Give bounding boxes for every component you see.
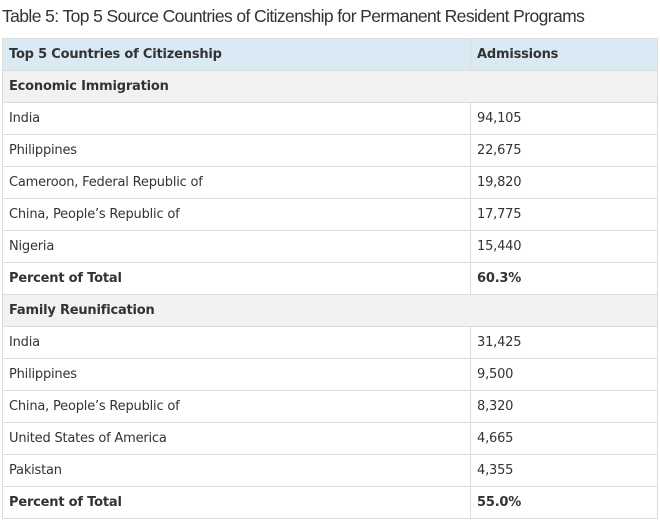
country-cell: Nigeria — [2, 230, 471, 263]
total-row: Percent of Total 55.0% — [2, 486, 658, 519]
table-row: China, People’s Republic of 8,320 — [2, 390, 658, 423]
header-admissions: Admissions — [470, 38, 658, 71]
admissions-cell: 22,675 — [470, 134, 658, 167]
admissions-cell: 17,775 — [470, 198, 658, 231]
table-row: China, People’s Republic of 17,775 — [2, 198, 658, 231]
table-header-row: Top 5 Countries of Citizenship Admission… — [2, 38, 658, 71]
country-cell: Philippines — [2, 134, 471, 167]
country-cell: India — [2, 102, 471, 135]
total-label: Percent of Total — [2, 486, 471, 519]
country-cell: India — [2, 326, 471, 359]
total-value: 55.0% — [470, 486, 658, 519]
section-header-row: Economic Immigration — [2, 70, 658, 103]
admissions-cell: 19,820 — [470, 166, 658, 199]
table-row: United States of America 4,665 — [2, 422, 658, 455]
country-cell: China, People’s Republic of — [2, 390, 471, 423]
table-row: Philippines 9,500 — [2, 358, 658, 391]
admissions-cell: 94,105 — [470, 102, 658, 135]
total-value: 60.3% — [470, 262, 658, 295]
admissions-cell: 4,665 — [470, 422, 658, 455]
admissions-table: Top 5 Countries of Citizenship Admission… — [2, 38, 658, 519]
total-row: Percent of Total 60.3% — [2, 262, 658, 295]
admissions-cell: 15,440 — [470, 230, 658, 263]
country-cell: Cameroon, Federal Republic of — [2, 166, 471, 199]
admissions-cell: 9,500 — [470, 358, 658, 391]
table-row: Philippines 22,675 — [2, 134, 658, 167]
table-title: Table 5: Top 5 Source Countries of Citiz… — [2, 6, 585, 26]
admissions-cell: 4,355 — [470, 454, 658, 487]
country-cell: United States of America — [2, 422, 471, 455]
country-cell: Philippines — [2, 358, 471, 391]
section-title: Family Reunification — [2, 294, 658, 327]
admissions-cell: 31,425 — [470, 326, 658, 359]
header-country: Top 5 Countries of Citizenship — [2, 38, 471, 71]
section-header-row: Family Reunification — [2, 294, 658, 327]
table-row: Nigeria 15,440 — [2, 230, 658, 263]
table-row: Cameroon, Federal Republic of 19,820 — [2, 166, 658, 199]
table-row: India 31,425 — [2, 326, 658, 359]
country-cell: Pakistan — [2, 454, 471, 487]
admissions-cell: 8,320 — [470, 390, 658, 423]
total-label: Percent of Total — [2, 262, 471, 295]
table-row: Pakistan 4,355 — [2, 454, 658, 487]
country-cell: China, People’s Republic of — [2, 198, 471, 231]
table-row: India 94,105 — [2, 102, 658, 135]
section-title: Economic Immigration — [2, 70, 658, 103]
